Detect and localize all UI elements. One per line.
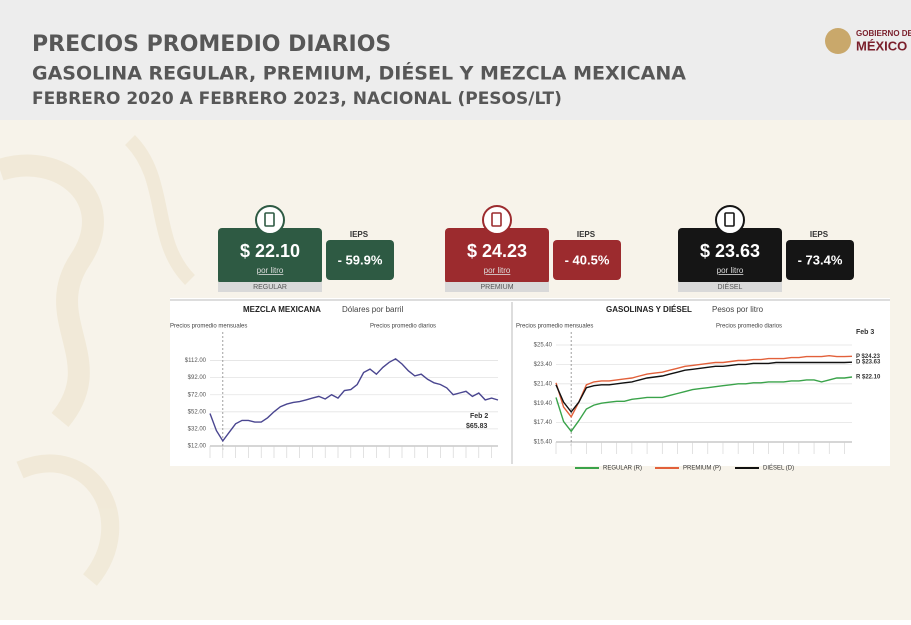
series-line	[555, 361, 853, 414]
header-subtitle: GASOLINA REGULAR, PREMIUM, DIÉSEL Y MEZC…	[32, 62, 686, 85]
series-line	[555, 376, 853, 433]
end-label: D $23.63	[856, 360, 881, 366]
y-tick-label: $23.40	[534, 362, 553, 368]
legend-label: PREMIUM (P)	[683, 466, 721, 472]
card-price: $ 22.10	[240, 241, 300, 261]
subsidy-value: - 59.9%	[338, 252, 383, 267]
y-tick-label: $112.00	[185, 358, 207, 364]
y-tick-label: $52.00	[188, 409, 207, 415]
y-tick-label: $32.00	[188, 426, 207, 432]
card-name: REGULAR	[253, 284, 287, 291]
daily-note: Precios promedio diarios	[716, 324, 782, 330]
card-price: $ 23.63	[700, 241, 760, 261]
logo-top: GOBIERNO DE	[856, 29, 911, 38]
subsidy-label: IEPS	[350, 230, 369, 239]
chart-title: MEZCLA MEXICANA	[243, 305, 321, 314]
subsidy-box	[786, 240, 854, 280]
y-tick-label: $72.00	[188, 392, 207, 398]
card-unit: por litro	[717, 266, 744, 275]
background-pattern	[0, 135, 196, 586]
end-date: Feb 2	[470, 413, 488, 420]
subsidy-label: IEPS	[577, 230, 596, 239]
card-icon-pump	[491, 212, 502, 227]
subsidy-value: - 73.4%	[798, 252, 843, 267]
card-box	[445, 228, 549, 284]
card-unit: por litro	[484, 266, 511, 275]
card-box	[678, 228, 782, 284]
card-unit: por litro	[257, 266, 284, 275]
y-tick-label: $92.00	[188, 375, 207, 381]
y-tick-label: $15.40	[534, 440, 553, 446]
logo-main: MÉXICO	[856, 38, 907, 53]
card-box	[218, 228, 322, 284]
card-name-strip	[218, 282, 322, 292]
subsidy-label: IEPS	[810, 230, 829, 239]
end-date: Feb 3	[856, 329, 874, 336]
monthly-note: Precios promedio mensuales	[516, 324, 593, 330]
chart-subtitle: Pesos por litro	[712, 305, 764, 314]
subsidy-box	[553, 240, 621, 280]
daily-note: Precios promedio diarios	[370, 324, 436, 330]
end-label: R $22.10	[856, 375, 881, 381]
card-name-strip	[445, 282, 549, 292]
logo-seal	[825, 28, 851, 54]
header-period: FEBRERO 2020 A FEBRERO 2023, NACIONAL (P…	[32, 89, 562, 109]
chart-subtitle: Dólares por barril	[342, 305, 404, 314]
y-tick-label: $19.40	[534, 401, 553, 407]
y-tick-label: $25.40	[534, 343, 553, 349]
card-icon-pump	[264, 212, 275, 227]
series-line	[555, 354, 853, 419]
header-title: PRECIOS PROMEDIO DIARIOS	[32, 32, 391, 57]
legend-label: REGULAR (R)	[603, 466, 642, 472]
y-tick-label: $17.40	[534, 420, 553, 426]
subsidy-value: - 40.5%	[565, 252, 610, 267]
monthly-note: Precios promedio mensuales	[170, 324, 247, 330]
end-label: $65.83	[466, 423, 488, 430]
y-tick-label: $12.00	[188, 444, 207, 450]
header-band	[0, 0, 911, 120]
card-icon	[715, 205, 745, 235]
card-name: DIÉSEL	[718, 282, 743, 291]
card-icon	[482, 205, 512, 235]
subsidy-box	[326, 240, 394, 280]
y-tick-label: $21.40	[534, 381, 553, 387]
end-label: P $24.23	[856, 354, 881, 360]
card-name: PREMIUM	[480, 284, 513, 291]
card-price: $ 24.23	[467, 241, 527, 261]
card-name-strip	[678, 282, 782, 292]
legend-label: DIÉSEL (D)	[763, 465, 794, 472]
card-icon-pump	[724, 212, 735, 227]
series-line	[209, 357, 499, 443]
chart-title: GASOLINAS Y DIÉSEL	[606, 305, 692, 314]
card-icon	[255, 205, 285, 235]
